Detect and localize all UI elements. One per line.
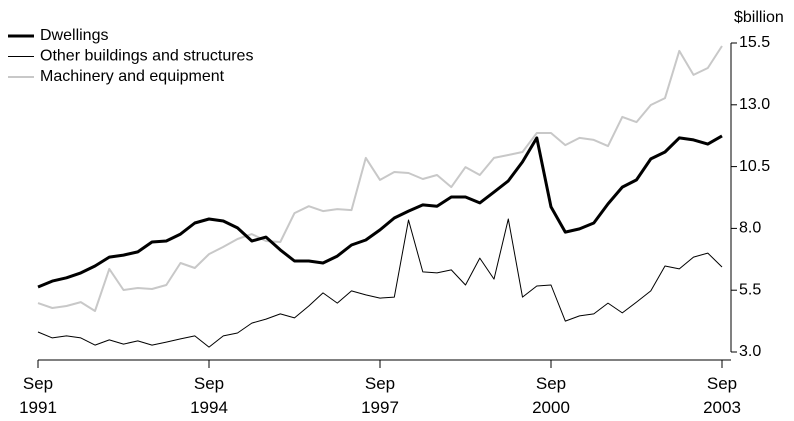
series-line [37, 134, 723, 289]
y-tick-label: 5.5 [739, 281, 761, 298]
legend-label: Dwellings [40, 27, 108, 44]
x-tick-label: Sep 1991 [19, 374, 57, 417]
x-tick-label: Sep 2003 [703, 374, 741, 417]
legend-label: Other buildings and structures [40, 48, 253, 65]
y-tick-label: 10.5 [739, 158, 770, 175]
series-line [37, 45, 723, 312]
y-tick-label: 8.0 [739, 220, 761, 237]
series-line [37, 218, 723, 348]
x-tick-label: Sep 2000 [532, 374, 570, 417]
y-tick-label: 13.0 [739, 96, 770, 113]
y-axis-label: $billion [734, 9, 784, 26]
legend-label: Machinery and equipment [40, 68, 225, 85]
x-tick-label: Sep 1997 [361, 374, 399, 417]
y-tick-label: 15.5 [739, 34, 770, 51]
x-tick-label: Sep 1994 [190, 374, 228, 417]
y-tick-label: 3.0 [739, 343, 761, 360]
